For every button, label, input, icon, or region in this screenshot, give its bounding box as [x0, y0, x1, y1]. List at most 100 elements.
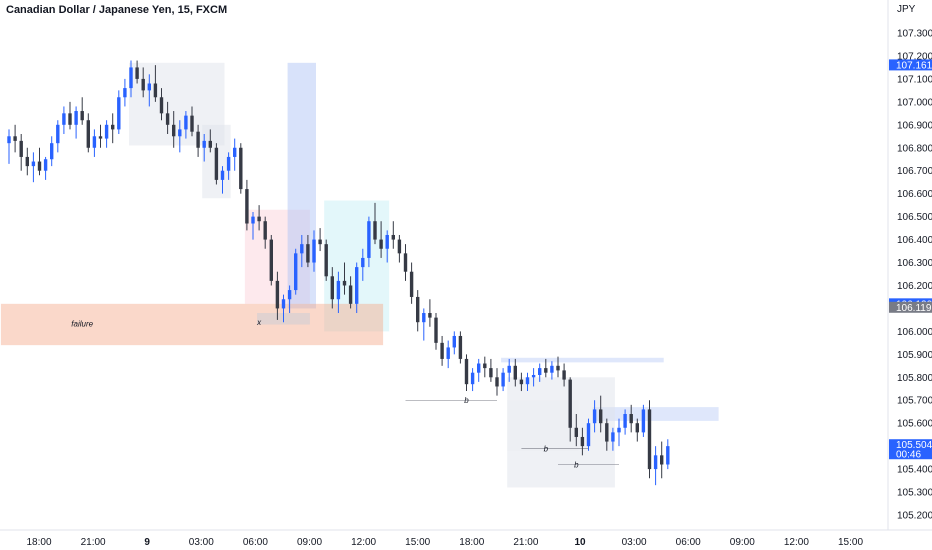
candle — [111, 113, 115, 144]
candle — [519, 372, 524, 392]
candle-body — [269, 239, 273, 281]
time-tick-label: 03:00 — [189, 537, 214, 548]
price-tick-label: 106.600 — [897, 189, 932, 200]
candle — [574, 414, 578, 447]
candle-body — [599, 409, 603, 424]
candle — [599, 395, 603, 433]
candle-body — [477, 363, 481, 373]
currency-label: JPY — [897, 4, 916, 15]
price-tick-label: 105.700 — [897, 396, 932, 407]
time-tick-label: 15:00 — [838, 537, 863, 548]
time-tick-label: 12:00 — [784, 537, 809, 548]
candle-body — [586, 423, 591, 447]
time-tick-label: 15:00 — [405, 537, 430, 548]
candle — [62, 106, 66, 134]
candle — [50, 136, 54, 167]
candle-body — [660, 455, 664, 465]
candle — [281, 294, 286, 323]
candle — [342, 262, 347, 295]
candle — [653, 446, 658, 486]
candle — [440, 335, 444, 366]
candle — [507, 358, 511, 382]
candle — [56, 120, 60, 153]
candle — [287, 285, 292, 314]
candle-body — [86, 120, 90, 148]
candle-body — [245, 189, 249, 224]
candle-body — [80, 111, 84, 121]
candle — [233, 138, 237, 171]
candle — [257, 205, 261, 231]
candle-body — [666, 446, 670, 465]
candle-body — [330, 276, 334, 300]
candle-body — [391, 234, 395, 240]
candle-body — [379, 239, 383, 249]
candle — [580, 427, 585, 456]
candle-body — [233, 147, 237, 157]
candle-body — [50, 143, 54, 160]
candle-body — [568, 379, 572, 428]
time-axis[interactable]: 18:00 21:00 9 03:00 06:00 09:00 12:00 15:00 18:0… — [26, 537, 863, 548]
time-tick-label: 12:00 — [351, 537, 376, 548]
price-tick-label: 106.700 — [897, 166, 932, 177]
candle — [379, 221, 383, 258]
candle-body — [220, 170, 225, 180]
price-tick-label: 105.600 — [897, 419, 932, 430]
candle-body — [580, 436, 585, 447]
candle-body — [635, 423, 639, 433]
candle-body — [294, 253, 298, 291]
candle-body — [403, 253, 408, 272]
candle-body — [367, 221, 371, 258]
candle — [123, 78, 127, 107]
candle — [245, 179, 249, 231]
candle-body — [556, 365, 560, 371]
candle — [7, 129, 11, 164]
candle — [446, 340, 450, 369]
candle — [531, 368, 536, 387]
candle-body — [117, 97, 121, 130]
time-tick-label: 09:00 — [297, 537, 322, 548]
candle-body — [172, 124, 176, 137]
candle-body — [446, 347, 450, 359]
candle — [355, 262, 359, 314]
candle — [86, 113, 90, 153]
price-tick-label: 105.800 — [897, 373, 932, 384]
candle-body — [611, 432, 615, 442]
candle-body — [373, 221, 377, 240]
time-tick-label: 18:00 — [26, 537, 51, 548]
candle — [568, 377, 572, 442]
candle — [208, 129, 212, 153]
candle-body — [623, 414, 627, 428]
zone-box — [507, 400, 579, 451]
candle-body — [605, 423, 609, 442]
candle — [641, 404, 646, 437]
candle — [184, 111, 188, 139]
candle-body — [37, 161, 42, 171]
time-tick-label: 06:00 — [676, 537, 701, 548]
candle-body — [147, 83, 151, 91]
price-tag-box — [889, 439, 932, 460]
candle — [495, 368, 499, 396]
candle — [275, 271, 280, 320]
candle-body — [324, 244, 328, 277]
annotations-layer: failure x b b b — [71, 318, 579, 469]
candle-body — [495, 377, 499, 387]
candle-body — [440, 342, 444, 359]
candle — [74, 106, 78, 139]
candle — [592, 400, 597, 433]
candle — [226, 152, 231, 180]
candle — [525, 372, 530, 392]
candle — [611, 427, 615, 451]
candle — [538, 363, 542, 382]
candle — [428, 299, 432, 327]
candle-body — [653, 455, 658, 470]
zone-box — [0, 303, 384, 346]
candle-body — [208, 140, 212, 148]
price-tick-label: 105.300 — [897, 488, 932, 499]
candle-body — [629, 414, 633, 424]
candle-body — [92, 136, 97, 148]
price-tag-label: 105.504 — [896, 440, 932, 451]
candle-body — [385, 234, 389, 249]
candle — [25, 147, 29, 176]
